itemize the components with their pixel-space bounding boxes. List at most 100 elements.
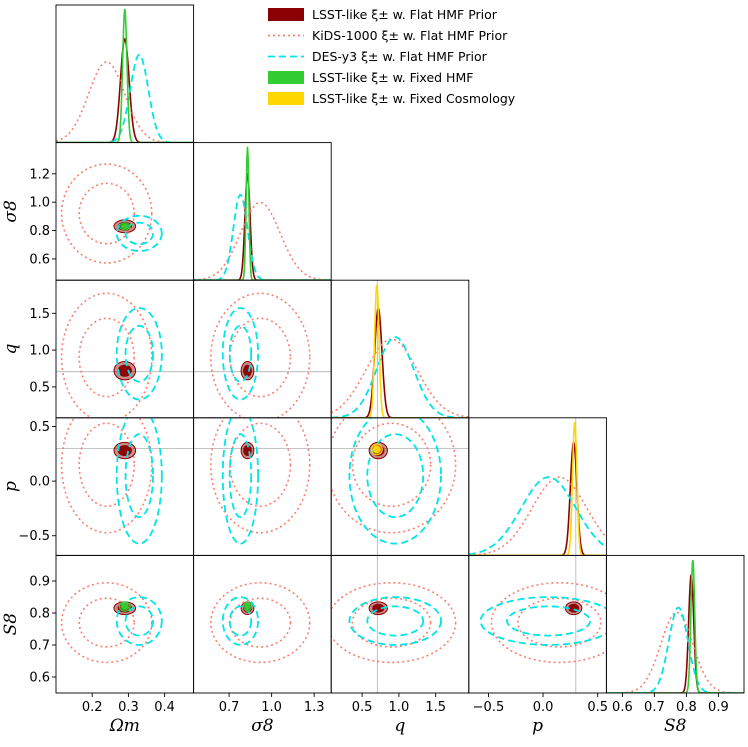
panel-p-p — [468, 417, 607, 556]
panel-frame — [330, 279, 470, 419]
contour-p-S8-series-1-level-1 — [490, 581, 607, 664]
x-axis-label-s8: σ8 — [251, 716, 274, 736]
x-tick-label: 1.0 — [261, 700, 282, 715]
y-tick-label: 0.5 — [29, 420, 50, 435]
contour-s8-q-series-1-level-1 — [210, 292, 311, 418]
legend-label: KiDS-1000 ξ± w. Flat HMF Prior — [312, 28, 508, 43]
contour-s8-S8-series-3-level-1 — [243, 601, 252, 612]
contour-om-S8-series-3-level-1 — [118, 601, 131, 612]
contour-om-S8-series-3-level-0 — [120, 603, 129, 611]
panel-body — [56, 9, 194, 143]
marginal-s8-series-0 — [193, 173, 332, 281]
contour-s8-p-series-1-level-1 — [210, 417, 311, 534]
panel-body — [331, 280, 469, 418]
x-tick-label: 0.9 — [708, 700, 729, 715]
panel-body — [56, 417, 194, 545]
panel-S8-q: 0.5 1.0 1.5 q — [330, 554, 470, 736]
panel-body — [60, 581, 163, 664]
panel-body — [331, 417, 469, 556]
panel-frame — [193, 279, 332, 419]
y-axis-label-p: p — [1, 481, 21, 492]
contour-om-q-series-1-level-1 — [60, 292, 153, 418]
marginal-p-series-2 — [468, 476, 607, 556]
contour-q-S8-series-1-level-0 — [351, 597, 432, 648]
x-tick-label: −0.5 — [473, 700, 505, 715]
contour-p-S8-series-1-level-0 — [517, 597, 602, 648]
panel-p-s8 — [193, 417, 332, 556]
contour-q-p-series-1-level-1 — [331, 417, 457, 534]
contour-q-p-series-2-level-0 — [366, 433, 425, 519]
marginal-q-series-4 — [331, 283, 469, 418]
x-axis-label-p: p — [532, 716, 543, 736]
contour-om-s8-series-2-level-0 — [124, 221, 154, 246]
contour-s8-p-series-2-level-1 — [221, 417, 259, 545]
marginal-s8-series-1 — [193, 201, 332, 281]
marginal-q-series-1 — [331, 338, 469, 418]
x-tick-label: 0.7 — [644, 700, 665, 715]
x-tick-label: 0.3 — [118, 700, 139, 715]
y-tick-label: 0.6 — [29, 252, 50, 267]
legend-item-3: LSST-like ξ± w. Fixed HMF — [268, 70, 473, 85]
legend-item-1: KiDS-1000 ξ± w. Flat HMF Prior — [268, 28, 508, 43]
contour-om-S8-series-1-level-0 — [78, 597, 136, 648]
panel-frame — [55, 417, 195, 556]
panel-S8-S8: 0.6 0.7 0.8 0.9 S8 — [605, 554, 745, 736]
x-tick-label: 1.0 — [389, 700, 410, 715]
marginal-om-series-3 — [56, 9, 194, 143]
y-tick-label: 0.9 — [29, 575, 50, 590]
legend-item-0: LSST-like ξ± w. Flat HMF Prior — [268, 7, 498, 22]
x-tick-label: 1.3 — [304, 700, 325, 715]
panel-body — [60, 163, 163, 264]
legend-label: LSST-like ξ± w. Fixed HMF — [312, 70, 473, 85]
y-tick-label: 0.7 — [29, 639, 50, 654]
panel-p-q — [330, 417, 470, 556]
marginal-q-series-0 — [331, 306, 469, 418]
panel-frame — [330, 554, 470, 694]
panel-body — [193, 417, 332, 545]
contour-s8-S8-series-1-level-0 — [229, 597, 292, 648]
panel-frame — [55, 554, 195, 694]
panel-q-q — [330, 279, 470, 419]
legend-label: LSST-like ξ± w. Flat HMF Prior — [312, 7, 498, 22]
contour-om-S8-series-2-level-0 — [124, 605, 154, 637]
x-tick-label: 0.4 — [154, 700, 175, 715]
panel-p-om: −0.5 0.0 0.5 p — [1, 417, 195, 556]
panel-frame — [193, 554, 332, 694]
marginal-q-series-2 — [331, 336, 469, 418]
panel-q-s8 — [193, 279, 332, 419]
panel-frame — [468, 417, 607, 556]
panel-frame — [55, 279, 195, 419]
contour-s8-S8-series-2-level-1 — [221, 596, 259, 646]
contour-om-p-series-1-level-0 — [78, 422, 136, 508]
y-axis-label-s8: σ8 — [1, 200, 21, 223]
marginal-s8-series-2 — [193, 193, 332, 281]
x-tick-label: 1.5 — [425, 700, 446, 715]
contour-om-p-series-2-level-0 — [124, 433, 154, 519]
panel-S8-om: 0.2 0.3 0.4 Ωm 0.6 0.7 0.8 0.9 S8 — [1, 554, 195, 736]
contour-q-p-series-4-level-1 — [370, 443, 383, 456]
contour-om-p-series-2-level-1 — [115, 417, 163, 545]
contour-s8-q-series-2-level-1 — [221, 307, 259, 401]
y-axis-label-q: q — [1, 343, 21, 354]
contour-q-S8-series-2-level-1 — [348, 596, 442, 646]
panel-s8-om: 0.6 0.8 1.0 1.2 σ8 — [1, 142, 195, 281]
y-tick-label: 0.8 — [29, 224, 50, 239]
marginal-S8-series-3 — [606, 559, 744, 694]
y-tick-label: 1.0 — [29, 344, 50, 359]
contour-s8-p-series-2-level-0 — [228, 433, 253, 519]
contour-s8-q-series-1-level-0 — [229, 317, 292, 398]
x-tick-label: 0.0 — [533, 700, 554, 715]
legend-swatch — [268, 71, 304, 84]
panel-s8-s8 — [193, 142, 332, 281]
contour-s8-q-series-2-level-0 — [228, 324, 253, 383]
x-axis-label-q: q — [395, 716, 406, 736]
x-tick-label: 0.5 — [587, 700, 608, 715]
contour-s8-S8-series-3-level-0 — [244, 603, 251, 611]
y-tick-label: −0.5 — [18, 529, 50, 544]
contour-q-p-series-2-level-1 — [348, 417, 442, 545]
contour-s8-S8-series-2-level-0 — [228, 605, 253, 637]
panel-body — [468, 417, 607, 556]
marginal-p-series-1 — [468, 476, 607, 556]
marginal-s8-series-3 — [193, 146, 332, 281]
